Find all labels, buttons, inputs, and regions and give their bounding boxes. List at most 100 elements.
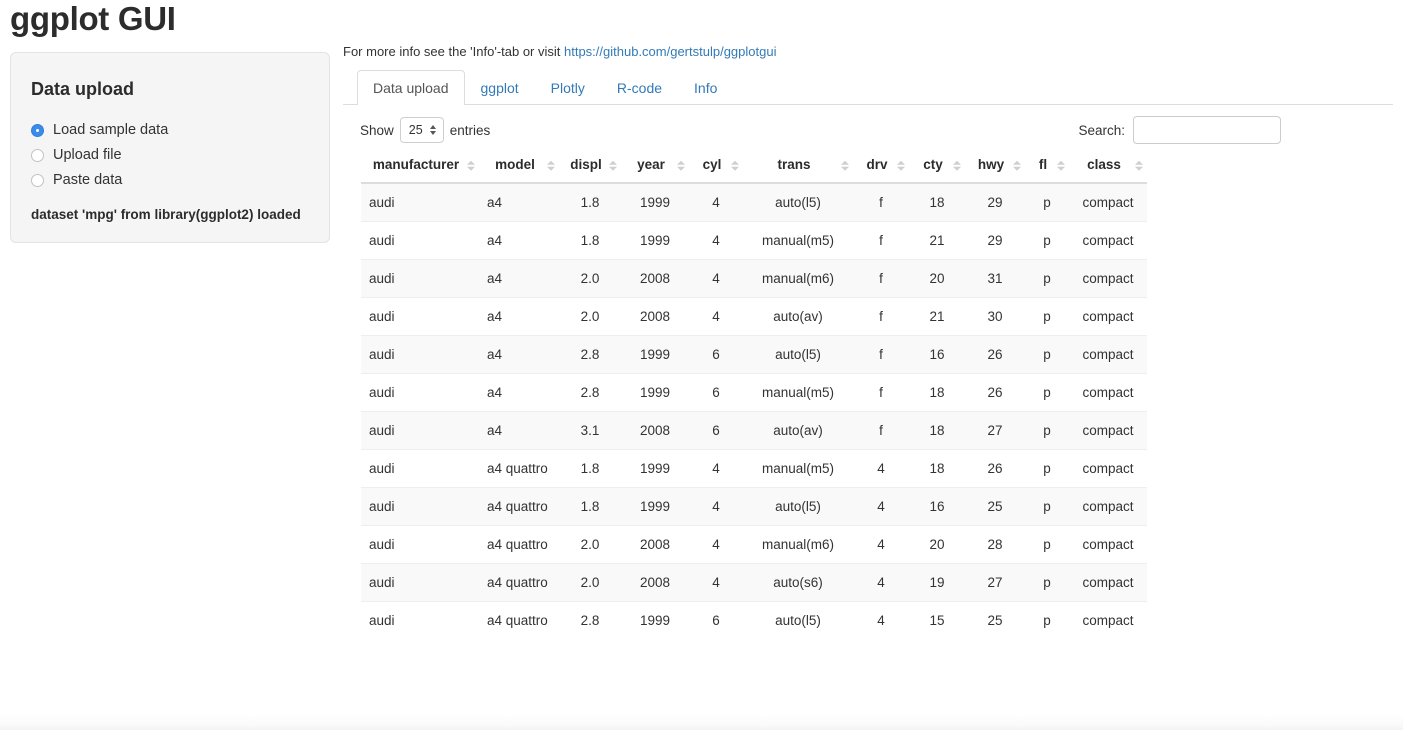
page-length-select[interactable]: 25 xyxy=(399,117,444,143)
page-scroll-fade xyxy=(0,714,1403,730)
cell-hwy: 25 xyxy=(965,601,1025,639)
cell-drv: 4 xyxy=(853,525,909,564)
tab-data-upload[interactable]: Data upload xyxy=(357,70,465,105)
cell-manufacturer: audi xyxy=(361,525,479,564)
column-header-fl[interactable]: fl xyxy=(1025,149,1069,184)
sort-icon[interactable] xyxy=(609,160,617,171)
stepper-arrows-icon[interactable] xyxy=(429,125,436,135)
column-header-hwy[interactable]: hwy xyxy=(965,149,1025,184)
sort-icon[interactable] xyxy=(677,160,685,171)
header-label: year xyxy=(637,157,665,172)
cell-cty: 21 xyxy=(909,221,965,260)
column-header-trans[interactable]: trans xyxy=(743,149,853,184)
data-source-radio-group[interactable]: Load sample data Upload file Paste data xyxy=(31,122,309,188)
cell-drv: 4 xyxy=(853,449,909,488)
table-row: audi a4 1.8 1999 4 auto(l5) f 18 29 p compact xyxy=(361,182,1147,222)
sort-icon[interactable] xyxy=(731,160,739,171)
cell-displ: 1.8 xyxy=(559,487,621,526)
cell-trans: manual(m5) xyxy=(743,373,853,412)
tab-bar: Data upload ggplot Plotly R-code Info xyxy=(343,70,1393,105)
cell-fl: p xyxy=(1025,563,1069,602)
cell-manufacturer: audi xyxy=(361,221,479,260)
cell-hwy: 30 xyxy=(965,297,1025,336)
table-row: audi a4 2.8 1999 6 manual(m5) f 18 26 p compact xyxy=(361,373,1147,412)
column-header-cty[interactable]: cty xyxy=(909,149,965,184)
radio-option-paste-data[interactable]: Paste data xyxy=(31,172,309,188)
info-prefix-text: For more info see the 'Info'-tab or visi… xyxy=(343,44,564,59)
cell-cty: 18 xyxy=(909,411,965,450)
column-header-class[interactable]: class xyxy=(1069,149,1147,184)
column-header-cyl[interactable]: cyl xyxy=(689,149,743,184)
sort-icon[interactable] xyxy=(1057,160,1065,171)
cell-fl: p xyxy=(1025,221,1069,260)
column-header-year[interactable]: year xyxy=(621,149,689,184)
radio-option-upload-file[interactable]: Upload file xyxy=(31,147,309,163)
github-repo-link[interactable]: https://github.com/gertstulp/ggplotgui xyxy=(564,44,777,59)
cell-trans: auto(l5) xyxy=(743,487,853,526)
cell-hwy: 29 xyxy=(965,182,1025,222)
cell-drv: f xyxy=(853,411,909,450)
cell-cty: 19 xyxy=(909,563,965,602)
table-row: audi a4 quattro 1.8 1999 4 auto(l5) 4 16 25 p comp… xyxy=(361,487,1147,526)
tab-info[interactable]: Info xyxy=(694,80,718,96)
table-row: audi a4 1.8 1999 4 manual(m5) f 21 29 p compact xyxy=(361,221,1147,260)
radio-option-load-sample-data[interactable]: Load sample data xyxy=(31,122,309,138)
cell-cyl: 6 xyxy=(689,373,743,412)
cell-model: a4 xyxy=(479,373,559,412)
radio-icon-selected[interactable] xyxy=(31,123,44,137)
cell-displ: 1.8 xyxy=(559,449,621,488)
column-header-manufacturer[interactable]: manufacturer xyxy=(361,149,479,184)
cell-year: 1999 xyxy=(621,449,689,488)
column-header-model[interactable]: model xyxy=(479,149,559,184)
sort-icon[interactable] xyxy=(897,160,905,171)
page-length-value: 25 xyxy=(408,123,423,137)
cell-trans: auto(l5) xyxy=(743,601,853,639)
sort-icon[interactable] xyxy=(547,160,555,171)
tab-plotly[interactable]: Plotly xyxy=(550,80,585,96)
sort-icon[interactable] xyxy=(1013,160,1021,171)
page-length-control: Show 25 entries xyxy=(360,117,490,143)
table-head: manufacturer model displ year cyl trans … xyxy=(361,149,1147,184)
cell-year: 2008 xyxy=(621,525,689,564)
sort-icon[interactable] xyxy=(1135,160,1143,171)
cell-hwy: 26 xyxy=(965,335,1025,374)
cell-trans: auto(av) xyxy=(743,411,853,450)
radio-icon[interactable] xyxy=(31,173,44,187)
sort-icon[interactable] xyxy=(467,160,475,171)
column-header-displ[interactable]: displ xyxy=(559,149,621,184)
cell-drv: f xyxy=(853,373,909,412)
tab-r-code[interactable]: R-code xyxy=(616,80,663,96)
cell-year: 2008 xyxy=(621,259,689,298)
cell-displ: 2.0 xyxy=(559,563,621,602)
sort-icon[interactable] xyxy=(841,160,849,171)
cell-cty: 15 xyxy=(909,601,965,639)
radio-icon[interactable] xyxy=(31,148,44,162)
cell-displ: 2.8 xyxy=(559,601,621,639)
search-input[interactable] xyxy=(1133,116,1281,144)
cell-displ: 2.0 xyxy=(559,259,621,298)
cell-cty: 16 xyxy=(909,335,965,374)
cell-cyl: 4 xyxy=(689,487,743,526)
column-header-drv[interactable]: drv xyxy=(853,149,909,184)
cell-cyl: 4 xyxy=(689,297,743,336)
cell-class: compact xyxy=(1069,221,1147,260)
show-label: Show xyxy=(360,122,394,138)
tab-ggplot[interactable]: ggplot xyxy=(480,80,519,96)
sort-icon[interactable] xyxy=(953,160,961,171)
cell-drv: f xyxy=(853,221,909,260)
cell-trans: auto(s6) xyxy=(743,563,853,602)
header-label: hwy xyxy=(977,157,1005,172)
cell-model: a4 quattro xyxy=(479,601,559,639)
cell-displ: 1.8 xyxy=(559,182,621,222)
cell-manufacturer: audi xyxy=(361,601,479,639)
cell-drv: f xyxy=(853,297,909,336)
cell-trans: manual(m6) xyxy=(743,525,853,564)
table-row: audi a4 quattro 2.8 1999 6 auto(l5) 4 15 25 p comp… xyxy=(361,601,1147,639)
cell-year: 1999 xyxy=(621,221,689,260)
cell-model: a4 xyxy=(479,335,559,374)
cell-class: compact xyxy=(1069,297,1147,336)
header-label: manufacturer xyxy=(372,157,460,172)
search-control: Search: xyxy=(1078,116,1281,144)
cell-cty: 21 xyxy=(909,297,965,336)
